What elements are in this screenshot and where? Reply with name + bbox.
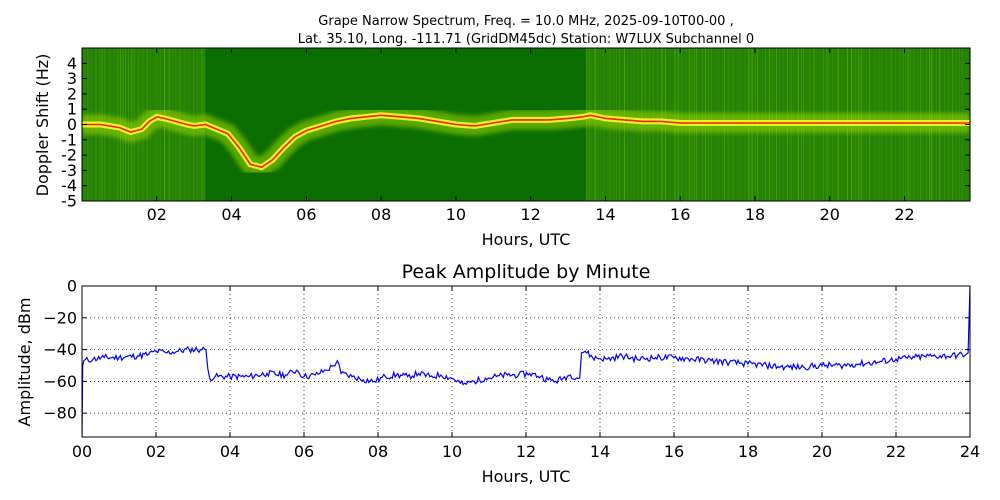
spectrum-ytick-label: -5 <box>61 192 77 211</box>
spectrum-xtick-label: 06 <box>296 205 316 224</box>
spectrum-xtick-label: 10 <box>446 205 466 224</box>
amplitude-xtick-label: 16 <box>664 442 684 461</box>
spectrum-ytick-label: 1 <box>67 100 77 119</box>
amplitude-xtick-label: 10 <box>442 442 462 461</box>
spectrum-ytick-label: -2 <box>61 146 77 165</box>
amplitude-xtick-label: 08 <box>368 442 388 461</box>
amplitude-ylabel: Amplitude, dBm <box>15 298 34 427</box>
amplitude-grid <box>82 286 970 437</box>
spectrum-ytick-label: 0 <box>67 115 77 134</box>
spectrum-xtick-label: 12 <box>520 205 540 224</box>
spectrum-ytick-label: -1 <box>61 130 77 149</box>
amplitude-xtick-label: 14 <box>590 442 610 461</box>
amplitude-ytick-label: −80 <box>43 404 77 423</box>
amplitude-xtick-label: 20 <box>812 442 832 461</box>
spectrum-xtick-label: 16 <box>670 205 690 224</box>
amplitude-xtick-label: 12 <box>516 442 536 461</box>
amplitude-ytick-label: 0 <box>67 277 77 296</box>
spectrum-ytick-label: 4 <box>67 54 77 73</box>
amplitude-ticks: 00 02 04 06 08 10 12 14 16 18 20 22 24 0 −20 −40 −60 −80 <box>43 277 980 462</box>
spectrum-xtick-label: 08 <box>371 205 391 224</box>
amplitude-xtick-label: 22 <box>886 442 906 461</box>
amplitude-plot-area <box>82 286 970 437</box>
spectrum-ytick-label: -4 <box>61 176 77 195</box>
spectrum-xtick-label: 20 <box>820 205 840 224</box>
spectrum-ylabel: Doppler Shift (Hz) <box>33 54 52 197</box>
amplitude-xtick-label: 04 <box>220 442 240 461</box>
amplitude-xtick-label: 06 <box>294 442 314 461</box>
amplitude-xtick-label: 18 <box>738 442 758 461</box>
amplitude-xtick-label: 02 <box>146 442 166 461</box>
spectrum-title: Grape Narrow Spectrum, Freq. = 10.0 MHz,… <box>318 14 733 29</box>
amplitude-ytick-label: −20 <box>43 308 77 327</box>
spectrum-xtick-label: 18 <box>745 205 765 224</box>
spectrum-xtick-label: 02 <box>147 205 167 224</box>
spectrum-xtick-label: 14 <box>595 205 615 224</box>
spectrum-ytick-label: -3 <box>61 161 77 180</box>
amplitude-title: Peak Amplitude by Minute <box>402 261 651 283</box>
spectrum-xtick-label: 22 <box>894 205 914 224</box>
amplitude-ytick-label: −40 <box>43 340 77 359</box>
amplitude-ytick-label: −60 <box>43 372 77 391</box>
spectrum-xtick-label: 04 <box>221 205 241 224</box>
amplitude-xtick-label: 24 <box>960 442 980 461</box>
spectrum-subtitle: Lat. 35.10, Long. -111.71 (GridDM45dc) S… <box>298 32 754 47</box>
amplitude-xtick-label: 00 <box>72 442 92 461</box>
spectrum-xlabel: Hours, UTC <box>482 230 571 249</box>
spectrum-ytick-label: 3 <box>67 69 77 88</box>
amplitude-xlabel: Hours, UTC <box>482 467 571 486</box>
spectrum-ytick-label: 2 <box>67 84 77 103</box>
amplitude-series-line <box>82 286 970 437</box>
doppler-peak-trace <box>82 114 970 169</box>
spectrogram-area <box>82 48 970 201</box>
